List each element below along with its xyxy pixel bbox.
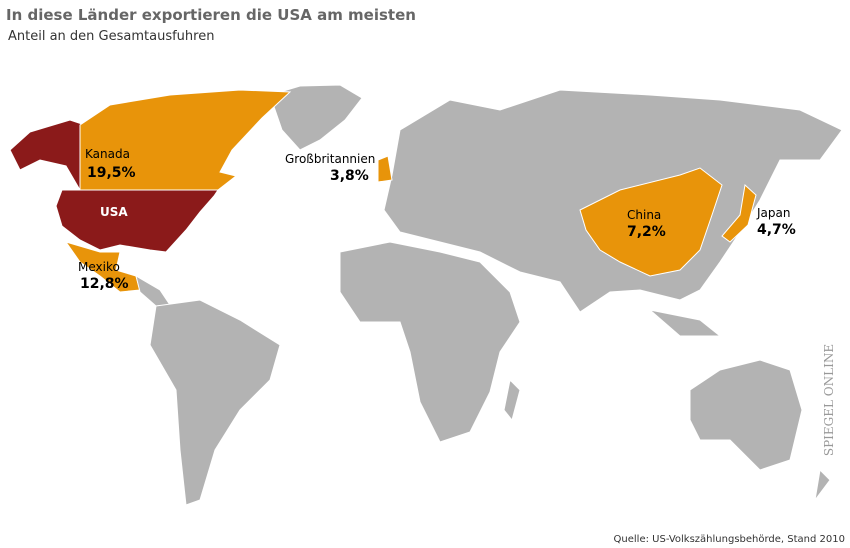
country-name: Kanada: [85, 147, 130, 161]
country-share: 7,2%: [627, 224, 666, 240]
indonesia: [648, 309, 722, 337]
subtitle: Anteil an den Gesamtausfuhren: [8, 29, 214, 44]
source: Quelle: US-Volkszählungsbehörde, Stand 2…: [614, 534, 845, 545]
south-america: [149, 299, 281, 506]
new-zealand: [814, 468, 831, 501]
title: In diese Länder exportieren die USA am m…: [6, 6, 416, 24]
central-america: [135, 274, 171, 307]
map: [9, 84, 843, 506]
africa: [339, 241, 521, 443]
madagascar: [503, 378, 521, 422]
australia: [689, 359, 803, 471]
country-name: China: [627, 208, 661, 222]
country-name: Großbritannien: [285, 152, 375, 166]
country-share: 12,8%: [80, 276, 129, 292]
country-share: 4,7%: [757, 222, 796, 238]
china: [579, 167, 723, 277]
alaska: [9, 119, 86, 192]
country-name: USA: [100, 205, 128, 219]
watermark: SPIEGEL ONLINE: [822, 344, 836, 456]
country-name: Mexiko: [78, 260, 120, 274]
greenland: [269, 84, 363, 151]
country-share: 19,5%: [87, 165, 136, 181]
great-britain: [377, 155, 393, 183]
country-share: 3,8%: [330, 168, 369, 184]
japan: [721, 184, 757, 243]
usa: [55, 189, 219, 253]
country-name: Japan: [756, 206, 790, 220]
